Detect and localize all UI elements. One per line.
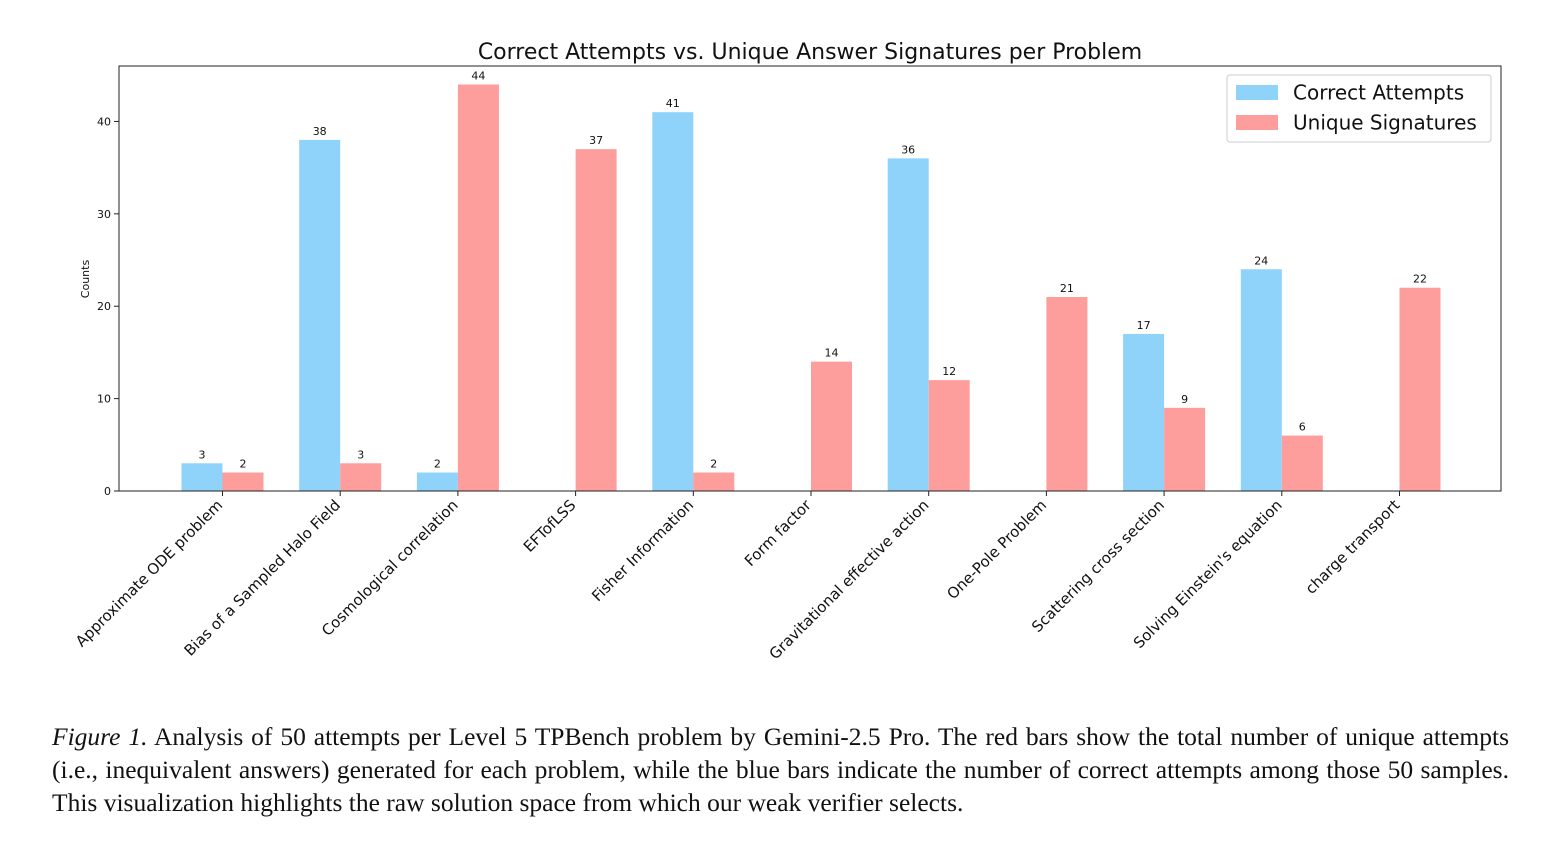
bar-value-label: 24 (1254, 254, 1268, 267)
bar-correct-attempts (652, 112, 694, 492)
caption-label: Figure 1. (52, 722, 148, 751)
bar-value-label: 36 (901, 143, 915, 156)
chart-title: Correct Attempts vs. Unique Answer Signa… (478, 40, 1142, 65)
caption-text: Analysis of 50 attempts per Level 5 TPBe… (52, 722, 1509, 817)
y-tick-label: 0 (104, 485, 111, 498)
bar-unique-signatures (340, 463, 382, 491)
legend-swatch-correct-attempts (1236, 85, 1278, 100)
x-tick-label-form-factor: Form factor (741, 496, 815, 570)
y-tick-label: 40 (97, 115, 111, 128)
bar-correct-attempts (1240, 269, 1282, 491)
legend-label-unique-signatures: Unique Signatures (1293, 111, 1477, 135)
bar-unique-signatures (693, 472, 735, 491)
legend-box (1226, 74, 1492, 143)
x-tick-label-one-pole-problem: One-Pole Problem (943, 496, 1050, 603)
y-tick-label: 20 (97, 300, 111, 313)
bar-chart: Correct Attempts vs. Unique Answer Signa… (72, 40, 1502, 663)
y-tick-label: 10 (97, 393, 111, 406)
y-axis-label: Counts (79, 260, 92, 299)
bar-value-label: 17 (1137, 319, 1151, 332)
y-tick-label: 30 (97, 208, 111, 221)
legend: Correct Attempts Unique Signatures (1226, 74, 1492, 143)
bar-value-label: 3 (199, 448, 206, 461)
bar-value-label: 2 (434, 458, 441, 471)
legend-label-correct-attempts: Correct Attempts (1293, 81, 1464, 105)
plot-frame (118, 65, 1502, 492)
bar-unique-signatures (1399, 287, 1441, 491)
bar-unique-signatures (457, 84, 499, 491)
bar-unique-signatures (1164, 407, 1206, 491)
bar-value-label: 2 (240, 458, 247, 471)
bar-unique-signatures (222, 472, 264, 491)
bar-value-label: 12 (942, 365, 956, 378)
bar-unique-signatures (811, 361, 852, 491)
bar-value-label: 21 (1060, 282, 1074, 295)
x-tick-label-fisher-information: Fisher Information (588, 496, 697, 605)
bar-correct-attempts (181, 463, 223, 491)
bar-value-label: 38 (313, 125, 327, 138)
bar-value-label: 9 (1181, 393, 1188, 406)
bar-value-label: 3 (357, 448, 364, 461)
bar-correct-attempts (887, 158, 929, 492)
bar-unique-signatures (928, 380, 970, 491)
bar-value-label: 37 (589, 134, 603, 147)
legend-swatch-unique-signatures (1236, 115, 1278, 130)
x-tick-label-charge-transport: charge transport (1302, 496, 1404, 598)
x-tick-label-cosmological-correlation: Cosmological correlation (318, 496, 462, 640)
bar-value-label: 44 (471, 69, 485, 82)
bar-value-label: 41 (666, 97, 680, 110)
bar-unique-signatures (1281, 435, 1323, 491)
x-tick-label-eftoflss: EFTofLSS (520, 496, 580, 556)
figure-caption: Figure 1. Analysis of 50 attempts per Le… (52, 720, 1509, 819)
bar-unique-signatures (575, 149, 617, 492)
bar-value-label: 22 (1413, 273, 1427, 286)
bar-correct-attempts (1123, 333, 1165, 491)
x-tick-label-scattering-cross-section: Scattering cross section (1028, 496, 1168, 636)
bar-unique-signatures (1046, 296, 1088, 491)
bar-value-label: 2 (710, 458, 717, 471)
bar-value-label: 14 (825, 347, 839, 360)
bar-correct-attempts (416, 472, 458, 491)
bar-value-label: 6 (1299, 421, 1306, 434)
bar-correct-attempts (299, 139, 341, 492)
